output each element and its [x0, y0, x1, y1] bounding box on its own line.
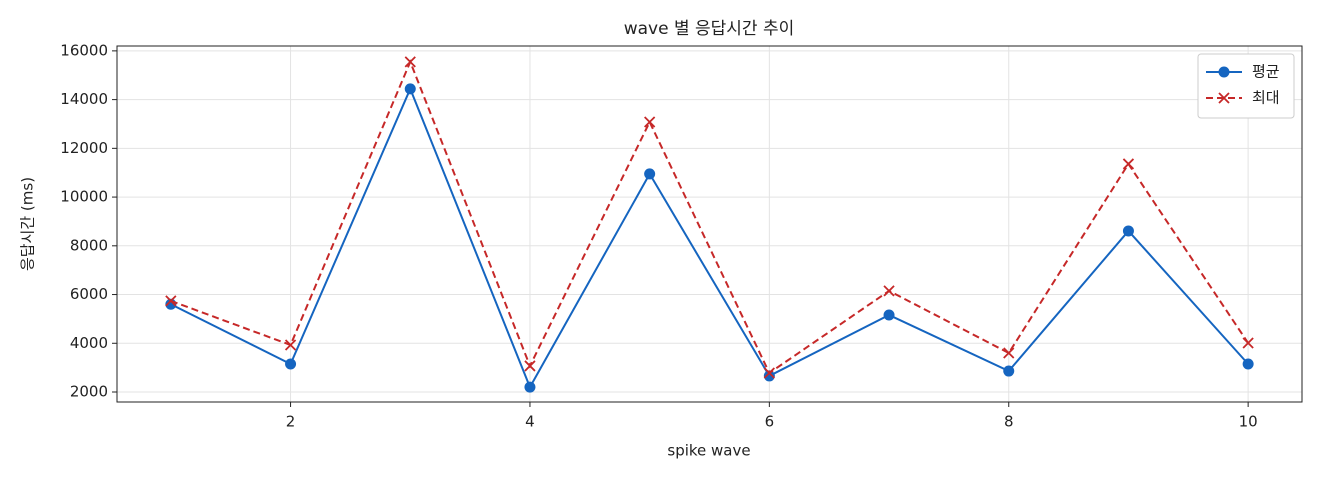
- y-tick-label: 16000: [60, 41, 108, 59]
- point: [644, 116, 656, 128]
- legend-label: 평균: [1252, 63, 1280, 81]
- point: [404, 83, 416, 95]
- x-tick-label: 8: [1004, 413, 1014, 431]
- x-tick-label: 6: [765, 413, 775, 431]
- y-tick-label: 4000: [70, 334, 108, 352]
- plot-frame: [116, 45, 1303, 403]
- y-tick-label: 10000: [60, 188, 108, 206]
- y-tick-label: 8000: [70, 236, 108, 254]
- legend-label: 최대: [1252, 89, 1280, 107]
- x-tick-label: 10: [1239, 413, 1258, 431]
- legend-marker: [1218, 92, 1230, 104]
- point: [1242, 358, 1254, 370]
- point: [524, 381, 536, 393]
- chart-title: wave 별 응답시간 추이: [624, 19, 795, 39]
- point: [1003, 347, 1015, 359]
- y-tick-label: 6000: [70, 285, 108, 303]
- x-tick-label: 4: [525, 413, 535, 431]
- point: [1003, 365, 1015, 377]
- point: [1122, 158, 1135, 170]
- point: [763, 367, 775, 379]
- point: [404, 56, 416, 68]
- x-axis-label: spike wave: [667, 442, 750, 460]
- point: [883, 309, 895, 321]
- point: [644, 168, 656, 180]
- y-tick-label: 14000: [60, 90, 108, 108]
- y-tick-label: 12000: [60, 139, 108, 157]
- point: [284, 339, 297, 351]
- point: [763, 370, 775, 382]
- point: [1122, 225, 1134, 237]
- point: [883, 285, 895, 297]
- y-axis-label: 응답시간 (ms): [19, 177, 37, 271]
- legend-marker: [1218, 66, 1230, 78]
- series-line: [170, 59, 1249, 375]
- x-tick-label: 2: [286, 413, 296, 431]
- y-tick-label: 2000: [70, 383, 108, 401]
- point: [524, 360, 536, 372]
- point: [1242, 337, 1254, 349]
- point: [165, 295, 177, 307]
- point: [285, 358, 297, 370]
- series-line: [170, 86, 1249, 390]
